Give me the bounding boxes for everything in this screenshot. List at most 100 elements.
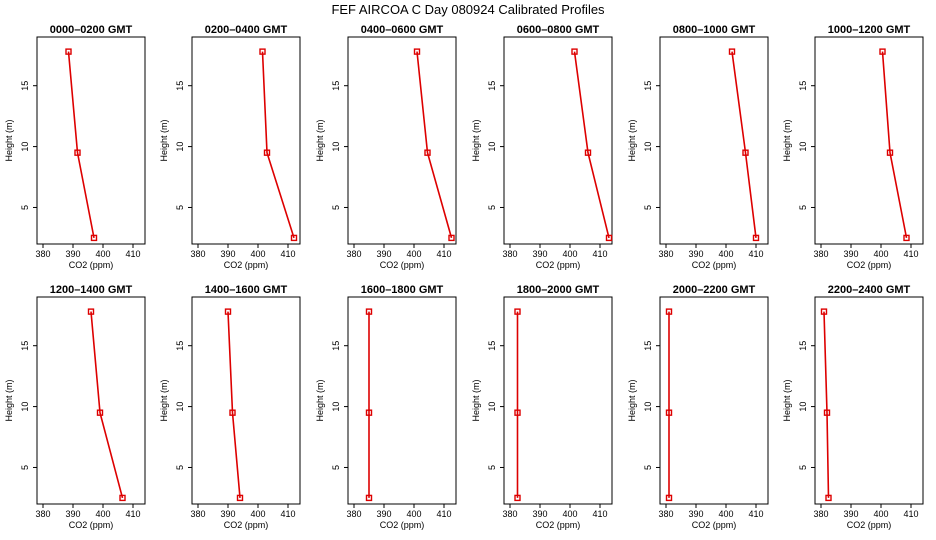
x-tick-label: 400 (562, 509, 577, 519)
plot-frame (814, 296, 924, 505)
panel: 0400–0600 GMT 380 390 400 410 5 10 15 CO2 (ppm) H… (315, 24, 457, 270)
panel: 1200–1400 GMT 380 390 400 410 5 10 15 CO2 (ppm) H… (4, 284, 146, 530)
plot-frame (36, 296, 146, 505)
plot-frame (347, 36, 457, 245)
x-tick-label: 390 (688, 509, 703, 519)
data-point (752, 234, 760, 242)
y-tick-label: 5 (331, 205, 341, 210)
x-tick-label: 380 (813, 509, 828, 519)
panel: 1400–1600 GMT 380 390 400 410 5 10 15 CO2 (ppm) H… (159, 284, 301, 530)
y-axis-label: Height (m) (627, 119, 637, 161)
x-tick-label: 400 (250, 509, 265, 519)
plot-frame (659, 36, 769, 245)
x-tick-label: 390 (65, 249, 80, 259)
x-tick-label: 390 (843, 249, 858, 259)
data-point (728, 48, 736, 55)
y-tick-label: 15 (175, 81, 185, 91)
plot-frame (814, 36, 924, 245)
x-tick-label: 410 (592, 509, 607, 519)
panel: 1600–1800 GMT 380 390 400 410 5 10 15 CO2 (ppm) H… (315, 284, 457, 530)
x-axis-label: CO2 (ppm) (224, 260, 269, 270)
x-axis-label: CO2 (ppm) (847, 520, 892, 530)
x-tick-label: 400 (873, 249, 888, 259)
y-axis-label: Height (m) (315, 379, 325, 421)
y-tick-label: 10 (798, 142, 808, 152)
y-tick-label: 15 (331, 81, 341, 91)
panel: 0800–1000 GMT 380 390 400 410 5 10 15 CO2 (ppm) H… (627, 24, 769, 270)
x-tick-label: 410 (125, 509, 140, 519)
plot-frame (347, 296, 457, 505)
y-tick-label: 5 (643, 465, 653, 470)
x-tick-label: 380 (190, 509, 205, 519)
y-tick-label: 10 (20, 142, 30, 152)
y-tick-label: 15 (20, 341, 30, 351)
x-axis-label: CO2 (ppm) (69, 260, 114, 270)
y-tick-label: 10 (175, 142, 185, 152)
data-point (571, 48, 578, 55)
x-tick-label: 380 (658, 249, 673, 259)
y-axis-label: Height (m) (4, 119, 14, 161)
x-tick-label: 400 (873, 509, 888, 519)
y-tick-label: 5 (798, 465, 808, 470)
y-axis-label: Height (m) (4, 379, 14, 421)
profile-line (416, 51, 453, 239)
y-tick-label: 10 (331, 142, 341, 152)
data-point (823, 409, 831, 416)
panel: 2000–2200 GMT 380 390 400 410 5 10 15 CO2 (ppm) H… (627, 284, 769, 530)
y-tick-label: 5 (331, 465, 341, 470)
y-tick-label: 15 (798, 81, 808, 91)
data-point (605, 234, 613, 242)
x-axis-label: CO2 (ppm) (69, 520, 114, 530)
data-point (742, 149, 749, 156)
x-tick-label: 410 (280, 509, 295, 519)
x-tick-label: 400 (406, 509, 421, 519)
y-axis-label: Height (m) (315, 119, 325, 161)
plot-frame (503, 296, 613, 505)
y-tick-label: 10 (331, 402, 341, 412)
y-tick-label: 15 (487, 81, 497, 91)
x-axis-label: CO2 (ppm) (380, 520, 425, 530)
data-point (96, 409, 104, 416)
x-tick-label: 390 (688, 249, 703, 259)
x-tick-label: 410 (903, 249, 918, 259)
x-tick-label: 410 (748, 509, 763, 519)
x-axis-label: CO2 (ppm) (536, 520, 581, 530)
x-axis-label: CO2 (ppm) (224, 520, 269, 530)
x-tick-label: 410 (748, 249, 763, 259)
y-tick-label: 5 (20, 465, 30, 470)
profile-line (731, 51, 757, 238)
x-tick-label: 410 (436, 249, 451, 259)
data-point (119, 494, 126, 502)
panel-grid: 0000–0200 GMT 380 390 400 410 5 10 15 CO2 (ppm) H… (4, 24, 924, 530)
panel: 1800–2000 GMT 380 390 400 410 5 10 15 CO2 (ppm) H… (471, 284, 613, 530)
data-point (365, 409, 373, 416)
data-point (879, 48, 886, 55)
x-tick-label: 400 (718, 509, 733, 519)
x-tick-label: 380 (190, 249, 205, 259)
panel: 0200–0400 GMT 380 390 400 410 5 10 15 CO2 (ppm) H… (159, 24, 301, 270)
panel-title: 0600–0800 GMT (517, 24, 600, 36)
plot-frame (659, 296, 769, 505)
panel-title: 0800–1000 GMT (673, 24, 756, 36)
y-tick-label: 10 (487, 142, 497, 152)
data-point (290, 234, 298, 242)
data-point (665, 308, 673, 315)
x-tick-label: 380 (35, 509, 50, 519)
profile-line (573, 51, 610, 239)
data-point (514, 409, 521, 416)
data-point (65, 48, 72, 55)
x-axis-label: CO2 (ppm) (380, 260, 425, 270)
plot-frame (36, 36, 146, 245)
x-tick-label: 390 (65, 509, 80, 519)
panel-title: 1800–2000 GMT (517, 284, 600, 296)
panel: 1000–1200 GMT 380 390 400 410 5 10 15 CO2 (ppm) H… (782, 24, 924, 270)
x-tick-label: 410 (125, 249, 140, 259)
data-point (263, 149, 271, 156)
data-point (413, 48, 421, 55)
panel-title: 1000–1200 GMT (828, 24, 911, 36)
x-tick-label: 380 (813, 249, 828, 259)
data-point (74, 149, 81, 156)
x-tick-label: 380 (502, 509, 517, 519)
y-tick-label: 15 (643, 81, 653, 91)
